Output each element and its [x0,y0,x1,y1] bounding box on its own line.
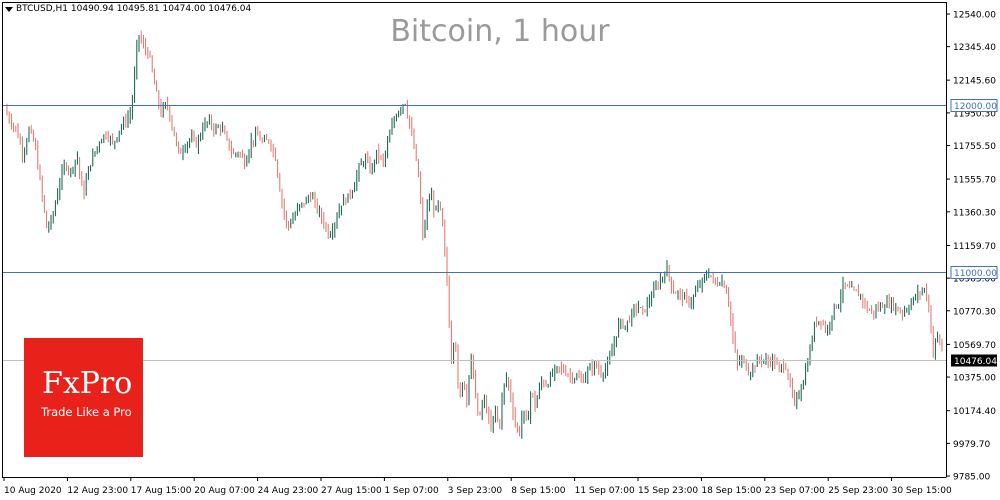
x-tick-label: 25 Sep 23:00 [828,486,888,496]
y-tick-label: 10569.70 [953,341,996,351]
x-tick-label: 3 Sep 23:00 [448,486,503,496]
y-tick-label: 12345.40 [953,43,996,53]
y-tick-label: 12540.00 [953,11,996,21]
candles-layer [6,30,943,439]
y-tick-label: 9979.70 [953,440,990,450]
x-tick-label: 23 Sep 07:00 [765,486,825,496]
y-tick-label: 10770.30 [953,307,996,317]
x-tick-label: 10 Aug 2020 [4,486,62,496]
y-tick-label: 10965.00 [953,275,996,285]
x-axis-ticks: 10 Aug 2020 12 Aug 23:00 17 Aug 15:00 20 Au… [3,477,952,496]
x-tick-label: 1 Sep 07:00 [384,486,439,496]
chart-header: BTCUSD,H1 10490.94 10495.81 10474.00 104… [5,4,252,14]
x-tick-label: 12 Aug 23:00 [67,486,128,496]
axes-layer [2,2,947,478]
y-tick-label: 12145.60 [953,77,996,87]
y-tick-label: 9785.00 [953,473,990,483]
current-price-tag [951,354,997,367]
dropdown-arrow-icon[interactable] [5,7,13,12]
level-lines-layer [2,105,946,361]
x-tick-label: 27 Aug 15:00 [321,486,382,496]
price-labels: 12000.00 11000.00 10476.04 [950,99,998,367]
level-price-label: 11000.00 [954,269,997,279]
logo-tagline: Trade Like a Pro [41,405,132,419]
fxpro-logo: FxPro Trade Like a Pro [24,338,143,457]
y-tick-label: 11950.30 [953,109,996,119]
y-axis-ticks: 12540.00 12345.40 12145.60 11950.30 11755.50… [946,11,996,483]
x-tick-label: 15 Sep 23:00 [638,486,698,496]
x-tick-label: 11 Sep 07:00 [575,486,635,496]
y-tick-label: 11360.30 [953,208,996,218]
level-price-tag [950,266,998,279]
level-price-tag [950,99,998,112]
y-tick-label: 11159.70 [953,242,996,252]
symbol-label: BTCUSD,H1 [16,4,69,14]
x-tick-label: 8 Sep 15:00 [511,486,566,496]
x-tick-label: 18 Sep 15:00 [701,486,761,496]
logo-brand: FxPro [42,366,133,401]
x-tick-label: 20 Aug 07:00 [194,486,255,496]
y-tick-label: 11555.70 [953,176,996,186]
y-tick-label: 10174.40 [953,407,996,417]
ohlc-values: 10490.94 10495.81 10474.00 10476.04 [70,4,252,14]
x-tick-label: 24 Aug 23:00 [258,486,319,496]
x-tick-label: 30 Sep 15:00 [892,486,952,496]
x-tick-label: 17 Aug 15:00 [131,486,192,496]
y-tick-label: 11755.50 [953,142,996,152]
level-price-label: 12000.00 [954,102,997,112]
chart-watermark: Bitcoin, 1 hour [390,14,610,49]
current-price-label: 10476.04 [954,357,997,367]
y-tick-label: 10375.00 [953,374,996,384]
